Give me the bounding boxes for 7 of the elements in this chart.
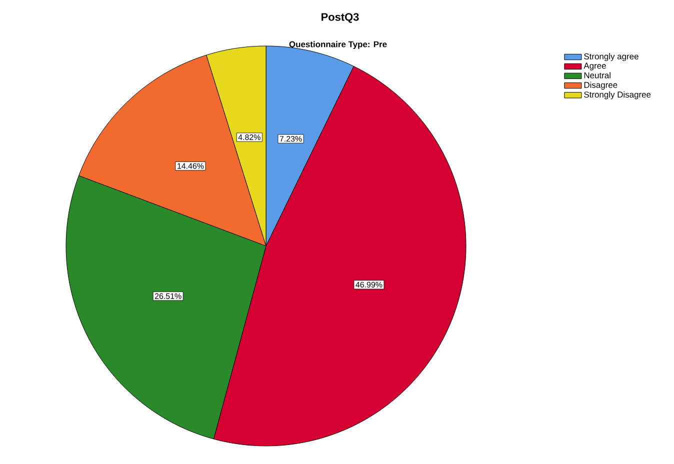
legend-label: Strongly agree xyxy=(584,53,638,62)
legend-label: Agree xyxy=(584,62,606,70)
legend-label: Strongly Disagree xyxy=(584,91,651,100)
chart-subtitle: Questionnaire Type: Pre xyxy=(289,41,387,49)
chart-title: PostQ3 xyxy=(322,13,359,23)
legend-label: Neutral xyxy=(584,72,610,78)
legend-label: Disagree xyxy=(584,82,618,90)
